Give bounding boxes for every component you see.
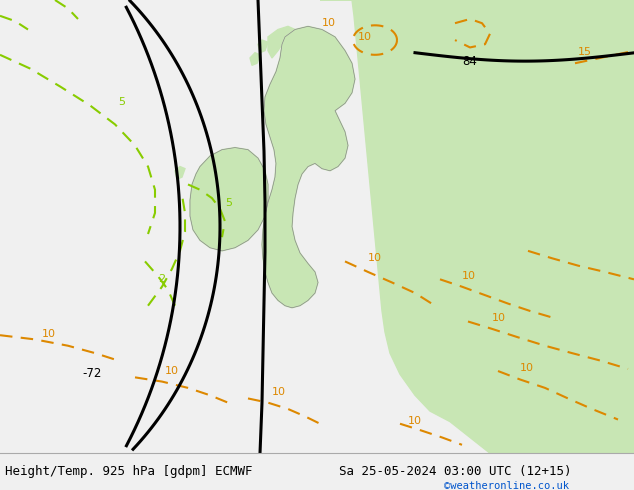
Text: 10: 10 (165, 366, 179, 376)
Text: 10: 10 (368, 253, 382, 264)
Polygon shape (268, 26, 295, 58)
Polygon shape (390, 0, 634, 190)
Text: 10: 10 (462, 271, 476, 281)
Text: 10: 10 (272, 387, 286, 397)
Text: Sa 25-05-2024 03:00 UTC (12+15): Sa 25-05-2024 03:00 UTC (12+15) (339, 465, 572, 478)
Text: -72: -72 (82, 368, 101, 380)
Text: 10: 10 (322, 18, 336, 28)
Text: 10: 10 (42, 329, 56, 339)
Text: 15: 15 (578, 47, 592, 57)
Polygon shape (190, 147, 268, 251)
Text: 84: 84 (462, 55, 477, 68)
Text: 5: 5 (118, 98, 125, 107)
Polygon shape (396, 44, 415, 74)
Polygon shape (262, 26, 355, 308)
Text: 5: 5 (225, 197, 232, 208)
Text: 10: 10 (408, 416, 422, 426)
Polygon shape (320, 0, 634, 453)
Text: 10: 10 (520, 363, 534, 373)
Text: 2: 2 (158, 274, 165, 285)
Polygon shape (250, 53, 260, 65)
Text: 10: 10 (358, 32, 372, 42)
Text: 10: 10 (492, 314, 506, 323)
Polygon shape (258, 40, 268, 53)
Text: Height/Temp. 925 hPa [gdpm] ECMWF: Height/Temp. 925 hPa [gdpm] ECMWF (5, 465, 252, 478)
Text: ©weatheronline.co.uk: ©weatheronline.co.uk (444, 481, 569, 490)
Polygon shape (175, 167, 185, 179)
